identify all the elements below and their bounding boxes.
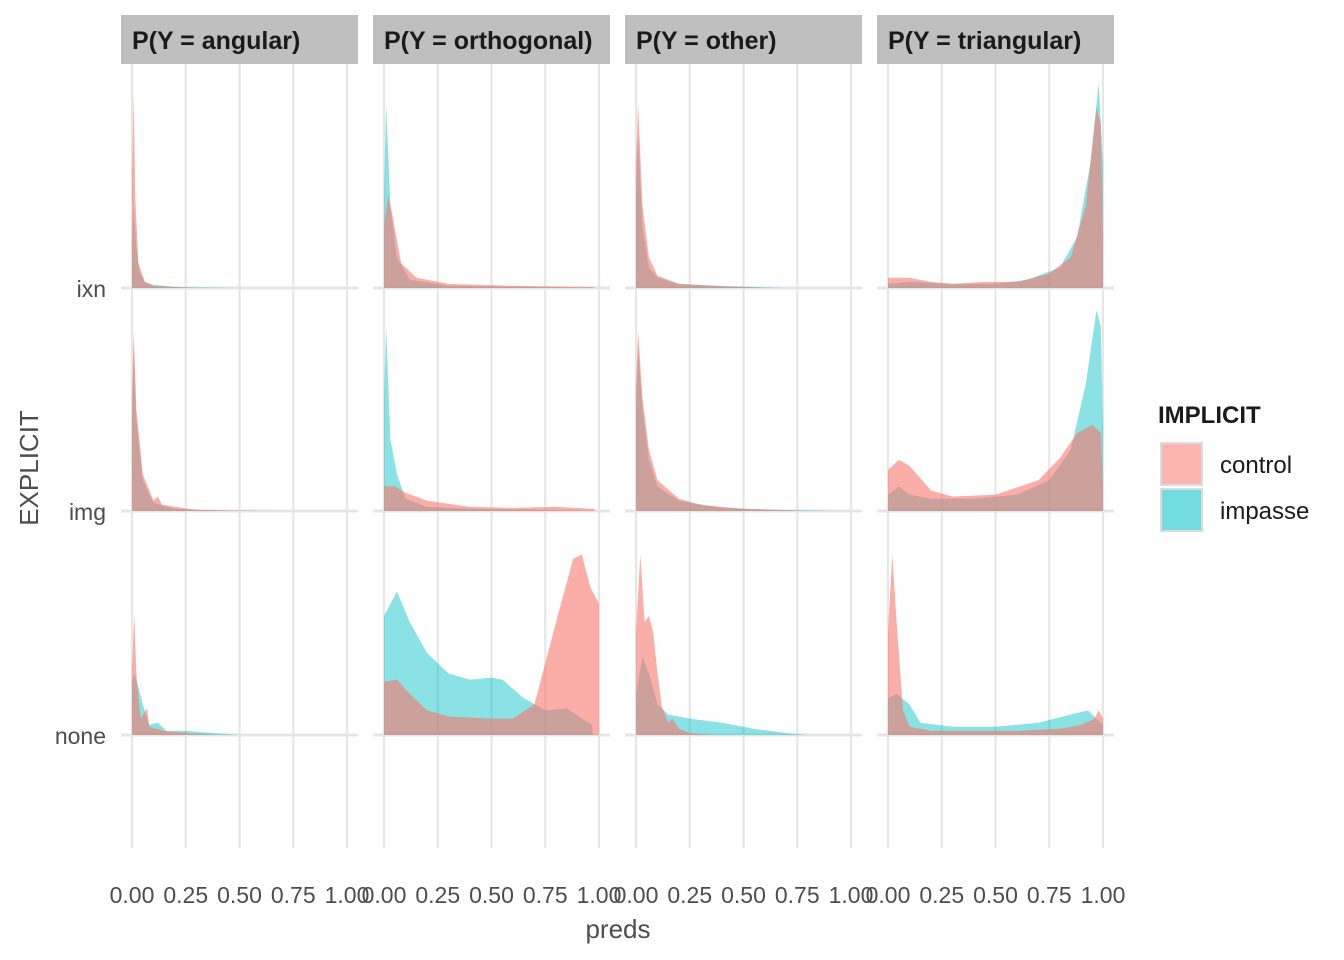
facet-strip (121, 15, 358, 64)
facet-strip-label: P(Y = other) (636, 27, 777, 55)
density-impasse (888, 694, 1103, 735)
facet-strip (373, 15, 610, 64)
x-tick-label: 0.75 (271, 882, 316, 908)
density-impasse (384, 591, 593, 735)
legend-label: control (1220, 452, 1292, 479)
x-tick-label: 0.50 (217, 882, 262, 908)
density-control (384, 195, 595, 288)
density-control (636, 330, 808, 511)
density-control (636, 103, 765, 288)
x-tick-label: 0.00 (614, 882, 659, 908)
y-axis-title: EXPLICIT (14, 410, 44, 526)
x-tick-label: 0.00 (866, 882, 911, 908)
legend-key-control (1162, 444, 1201, 484)
x-tick-label: 1.00 (1081, 882, 1126, 908)
x-tick-label: 1.00 (829, 882, 874, 908)
x-tick-label: 0.75 (775, 882, 820, 908)
y-tick-label: none (55, 723, 106, 749)
density-control (132, 330, 261, 511)
x-tick-label: 0.25 (415, 882, 460, 908)
density-impasse (636, 347, 841, 511)
facet-strip (625, 15, 862, 64)
density-impasse (132, 347, 283, 511)
density-impasse (384, 326, 595, 511)
density-control (636, 554, 712, 735)
x-tick-label: 0.25 (667, 882, 712, 908)
density-impasse (384, 103, 595, 288)
facet-strip-label: P(Y = triangular) (888, 27, 1081, 55)
x-tick-label: 0.00 (110, 882, 155, 908)
density-control (384, 554, 599, 735)
x-tick-label: 0.00 (362, 882, 407, 908)
x-tick-label: 1.00 (325, 882, 370, 908)
x-tick-label: 0.50 (469, 882, 514, 908)
facet-strip (877, 15, 1114, 64)
x-tick-label: 0.50 (721, 882, 766, 908)
facet-strip-label: P(Y = orthogonal) (384, 27, 593, 55)
x-axis-title: preds (585, 914, 650, 944)
density-control (384, 486, 595, 511)
y-tick-label: ixn (77, 276, 106, 302)
y-tick-label: img (69, 499, 106, 525)
legend-label: impasse (1220, 498, 1309, 525)
density-impasse (636, 134, 787, 288)
x-tick-label: 0.25 (919, 882, 964, 908)
x-tick-label: 0.75 (523, 882, 568, 908)
x-tick-label: 0.75 (1027, 882, 1072, 908)
legend-title: IMPLICIT (1158, 402, 1261, 429)
legend-key-impasse (1162, 490, 1201, 530)
facet-strip-label: P(Y = angular) (132, 27, 300, 55)
x-tick-label: 0.25 (163, 882, 208, 908)
density-control (888, 424, 1103, 511)
x-tick-label: 0.50 (973, 882, 1018, 908)
density-control (132, 93, 197, 288)
density-control (132, 612, 218, 735)
x-tick-label: 1.00 (577, 882, 622, 908)
density-control (888, 107, 1103, 288)
